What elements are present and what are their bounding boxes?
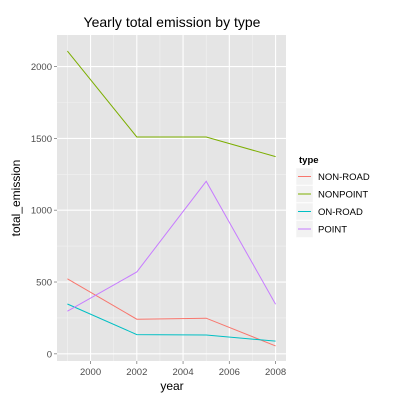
y-tick-label: 1500 (31, 134, 52, 145)
series-line-point (67, 180, 277, 312)
x-tick-label: 2000 (80, 367, 101, 378)
legend-label-non-road: NON-ROAD (318, 172, 370, 183)
series-layer (67, 50, 277, 347)
grid-minor (57, 35, 286, 361)
series-line-non-road (67, 278, 276, 347)
plot-panel (57, 35, 286, 361)
y-axis-title: total_emission (9, 160, 23, 237)
y-tick-label: 1000 (31, 206, 52, 217)
legend-label-on-road: ON-ROAD (318, 207, 363, 218)
x-tick-label: 2002 (126, 367, 147, 378)
y-tick-label: 500 (36, 278, 52, 289)
chart-title: Yearly total emission by type (84, 14, 261, 30)
legend-label-point: POINT (318, 225, 347, 236)
y-tick-label: 2000 (31, 62, 52, 73)
x-tick-label: 2006 (219, 367, 240, 378)
series-line-on-road (67, 303, 276, 342)
y-tick-label: 0 (47, 349, 52, 360)
series-line-nonpoint (67, 50, 276, 158)
x-tick-label: 2008 (265, 367, 286, 378)
x-axis: 2000 2002 2004 2006 2008 (80, 361, 286, 378)
legend-title: type (299, 155, 319, 166)
grid-major (57, 35, 286, 361)
legend-label-nonpoint: NONPOINT (318, 190, 368, 201)
legend: type NON-ROAD NONPOINT ON-ROAD POINT (295, 155, 370, 238)
x-axis-title: year (160, 379, 183, 393)
y-axis: 0 500 1000 1500 2000 (31, 62, 57, 360)
x-tick-label: 2004 (172, 367, 193, 378)
